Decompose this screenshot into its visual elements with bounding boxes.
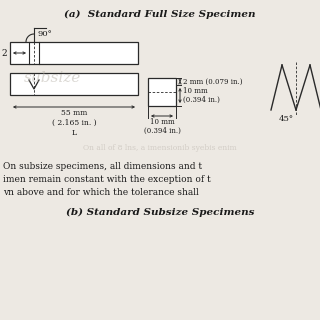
Text: 2 mm (0.079 in.): 2 mm (0.079 in.) [183, 77, 243, 85]
Text: 10 mm
(0.394 in.): 10 mm (0.394 in.) [144, 118, 180, 135]
Text: 2: 2 [1, 49, 7, 58]
Text: imen remain constant with the exception of t: imen remain constant with the exception … [3, 175, 211, 184]
Text: 55 mm
( 2.165 in. )
L: 55 mm ( 2.165 in. ) L [52, 109, 96, 137]
Text: 90°: 90° [37, 30, 52, 38]
Bar [148, 78, 176, 106]
Text: 10 mm
(0.394 in.): 10 mm (0.394 in.) [183, 87, 220, 104]
Text: (b) Standard Subsize Specimens: (b) Standard Subsize Specimens [66, 208, 254, 217]
Text: (a)  Standard Full Size Specimen: (a) Standard Full Size Specimen [64, 10, 256, 19]
Bar [10, 73, 138, 95]
Text: 45°: 45° [278, 115, 293, 123]
Text: subsize: subsize [23, 71, 81, 85]
Text: On all of 8 lns, a imensionib syebis enim: On all of 8 lns, a imensionib syebis eni… [83, 144, 237, 152]
Text: On subsize specimens, all dimensions and t: On subsize specimens, all dimensions and… [3, 162, 202, 171]
Text: vn above and for which the tolerance shall: vn above and for which the tolerance sha… [3, 188, 199, 197]
Bar [10, 42, 138, 64]
